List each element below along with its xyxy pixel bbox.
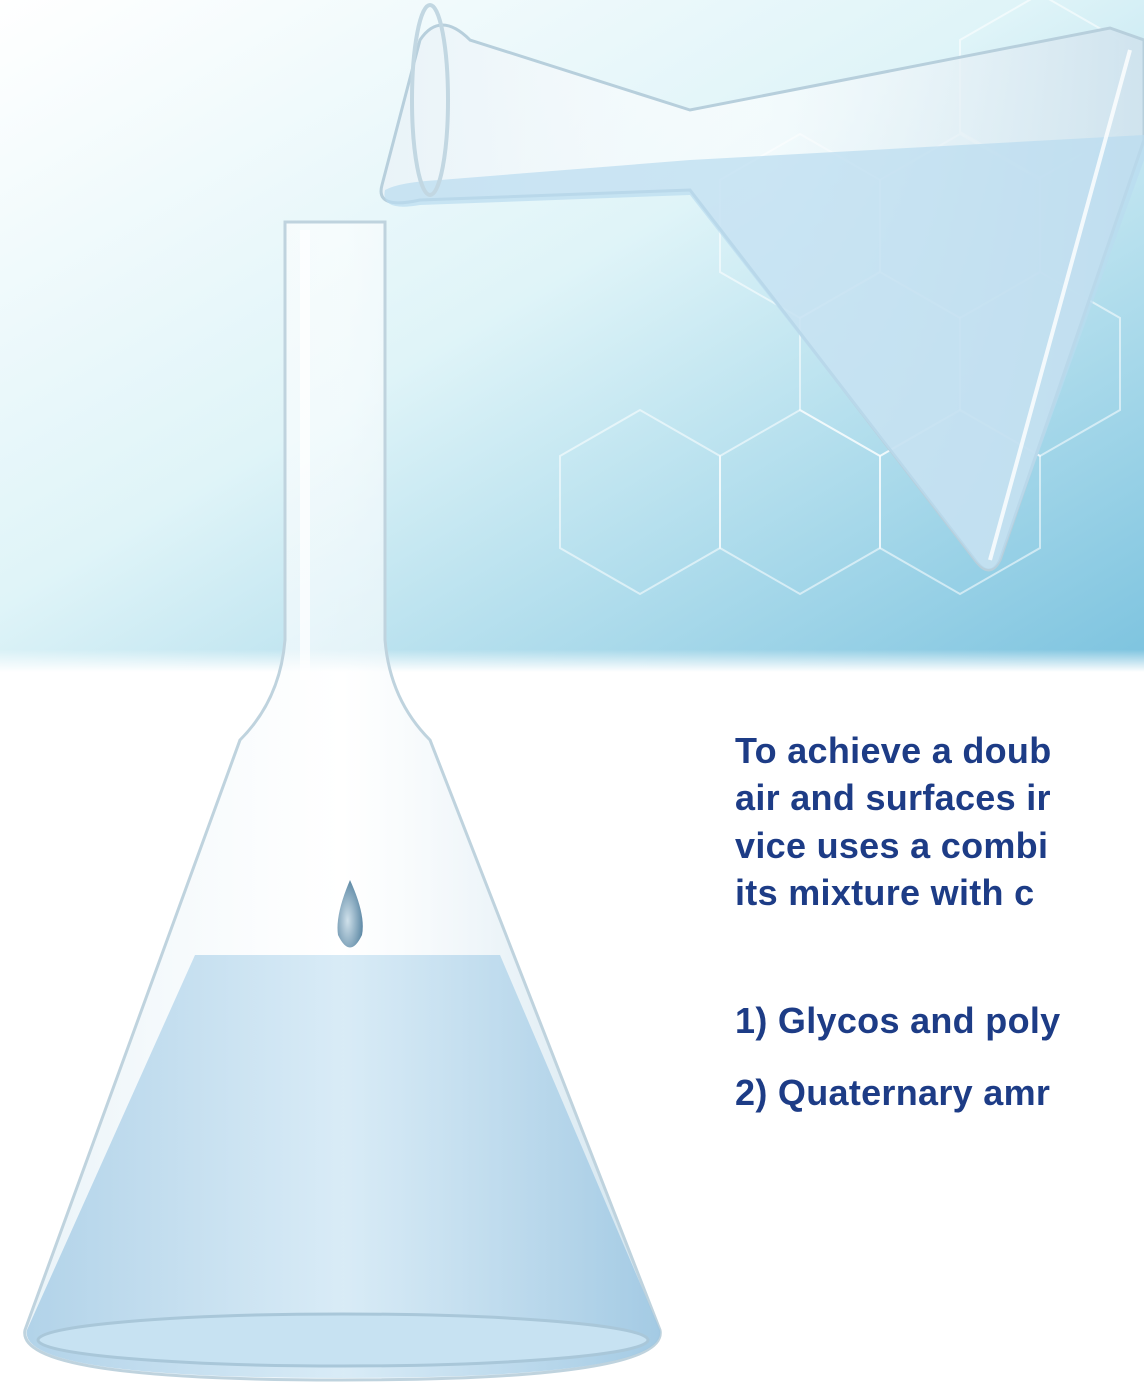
illustration [0, 0, 1144, 1392]
paragraph-line: To achieve a doub [735, 730, 1144, 772]
list-item: 1) Glycos and poly [735, 1000, 1144, 1042]
list-item: 2) Quaternary amr [735, 1072, 1144, 1114]
paragraph-line: its mixture with c [735, 872, 1144, 914]
page: {"paragraph": {"lines": ["To achieve a d… [0, 0, 1144, 1392]
paragraph-line: air and surfaces ir [735, 777, 1144, 819]
paragraph-line: vice uses a combi [735, 825, 1144, 867]
